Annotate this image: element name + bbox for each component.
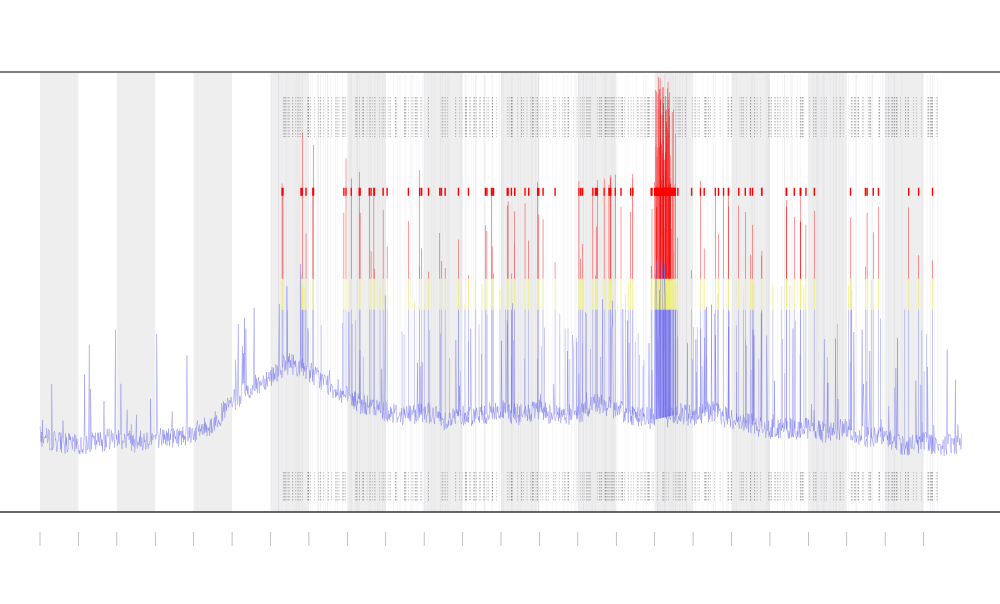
alert-marker-191 [312, 187, 314, 196]
alert-marker-126 [382, 187, 384, 196]
alert-marker-125 [595, 187, 598, 196]
shaded-band-9 [731, 72, 770, 512]
alert-marker-109 [373, 187, 375, 196]
alert-marker-148 [877, 187, 880, 196]
alert-marker-138 [760, 187, 763, 196]
alert-marker-71 [439, 187, 441, 196]
shaded-band-5 [424, 72, 463, 512]
alert-marker-222 [592, 187, 594, 196]
alert-marker-231 [714, 187, 717, 196]
alert-marker-89 [554, 187, 556, 196]
alert-marker-120 [536, 187, 539, 196]
signal-trace [39, 235, 962, 457]
alert-marker-114 [350, 187, 352, 196]
alert-marker-93 [359, 187, 361, 196]
alert-marker-181 [738, 187, 740, 196]
alert-marker-141 [514, 187, 516, 196]
shaded-band-2 [193, 72, 233, 512]
alert-marker-112 [343, 187, 345, 196]
alert-marker-243 [368, 187, 370, 196]
alert-marker-62 [491, 187, 493, 196]
alert-marker-156 [744, 187, 746, 196]
burst-block [654, 187, 676, 196]
alert-marker-238 [345, 187, 347, 196]
alert-marker-225 [690, 187, 693, 196]
alert-marker-256 [610, 187, 612, 196]
alert-marker-157 [749, 187, 751, 196]
alert-marker-119 [620, 187, 622, 196]
alert-marker-175 [427, 187, 430, 196]
event-ticks [282, 97, 938, 502]
alert-marker-192 [908, 187, 910, 196]
alert-marker-187 [440, 187, 443, 196]
alert-marker-207 [866, 187, 868, 196]
alert-marker-183 [507, 187, 509, 196]
alert-marker-201 [510, 187, 513, 196]
alert-marker-147 [312, 187, 315, 196]
alert-marker-82 [699, 187, 702, 196]
alert-marker-76 [864, 187, 867, 196]
alert-marker-226 [580, 187, 582, 196]
alert-marker-73 [542, 187, 544, 196]
alert-marker-116 [484, 187, 487, 196]
alert-marker-160 [486, 187, 488, 196]
alert-marker-72 [301, 187, 303, 196]
shaded-band-1 [116, 72, 156, 512]
alert-marker-163 [467, 187, 470, 196]
alert-marker-153 [300, 187, 302, 196]
alert-marker-162 [528, 187, 530, 196]
alert-marker-64 [677, 187, 679, 196]
alert-marker-220 [358, 187, 360, 196]
alert-marker-188 [603, 187, 605, 196]
alert-marker-103 [722, 187, 725, 196]
alert-marker-173 [727, 187, 730, 196]
shaded-band-11 [885, 72, 924, 512]
event-lines [278, 74, 938, 512]
alert-marker-186 [420, 187, 423, 196]
alert-marker-70 [281, 187, 283, 196]
alert-marker-137 [386, 187, 388, 196]
alert-marker-202 [492, 187, 495, 196]
alert-marker-107 [703, 187, 705, 196]
alert-marker-100 [931, 187, 934, 196]
alert-marker-190 [917, 187, 920, 196]
alert-marker-65 [457, 187, 460, 196]
alert-marker-176 [490, 187, 493, 196]
shaded-band-6 [501, 72, 540, 512]
alert-marker-249 [419, 187, 421, 196]
alert-marker-179 [578, 187, 580, 196]
shaded-band-0 [40, 72, 79, 512]
alert-marker-171 [629, 187, 632, 196]
alert-marker-241 [614, 187, 616, 196]
alert-marker-180 [872, 187, 874, 196]
alert-marker-184 [370, 187, 372, 196]
alert-marker-189 [650, 187, 652, 196]
alert-marker-81 [813, 187, 816, 196]
alert-marker-75 [651, 187, 653, 196]
alert-marker-205 [632, 187, 634, 196]
alert-marker-133 [407, 187, 410, 196]
alert-marker-200 [717, 187, 720, 196]
alert-marker-170 [805, 187, 807, 196]
alert-marker-105 [596, 187, 599, 196]
alert-marker-94 [751, 187, 754, 196]
shaded-band-4 [347, 72, 386, 512]
alert-marker-84 [849, 187, 852, 196]
alert-marker-252 [282, 187, 284, 196]
axes [0, 71, 1000, 546]
alert-marker-178 [799, 187, 801, 196]
alert-marker-193 [581, 187, 584, 196]
alert-marker-143 [538, 187, 540, 196]
alert-marker-211 [785, 187, 788, 196]
alert-marker-232 [444, 187, 446, 196]
alert-marker-79 [506, 187, 508, 196]
alert-marker-67 [524, 187, 526, 196]
alert-marker-223 [793, 187, 795, 196]
alert-marker-259 [305, 187, 307, 196]
signal-line [39, 235, 962, 457]
alert-marker-237 [594, 187, 597, 196]
alert-marker-216 [608, 187, 610, 196]
